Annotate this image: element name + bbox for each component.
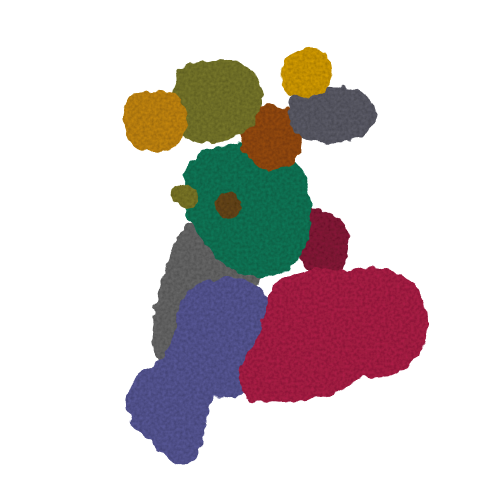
chain-olive xyxy=(169,59,263,144)
chain-brown-accent xyxy=(215,193,242,220)
chain-purple xyxy=(126,277,278,466)
chain-slate xyxy=(288,86,376,144)
chain-crimson xyxy=(240,267,427,404)
chain-olive-accent xyxy=(173,182,198,209)
chain-orange xyxy=(123,90,187,152)
chain-teal xyxy=(181,142,312,277)
chain-gold xyxy=(281,47,332,98)
